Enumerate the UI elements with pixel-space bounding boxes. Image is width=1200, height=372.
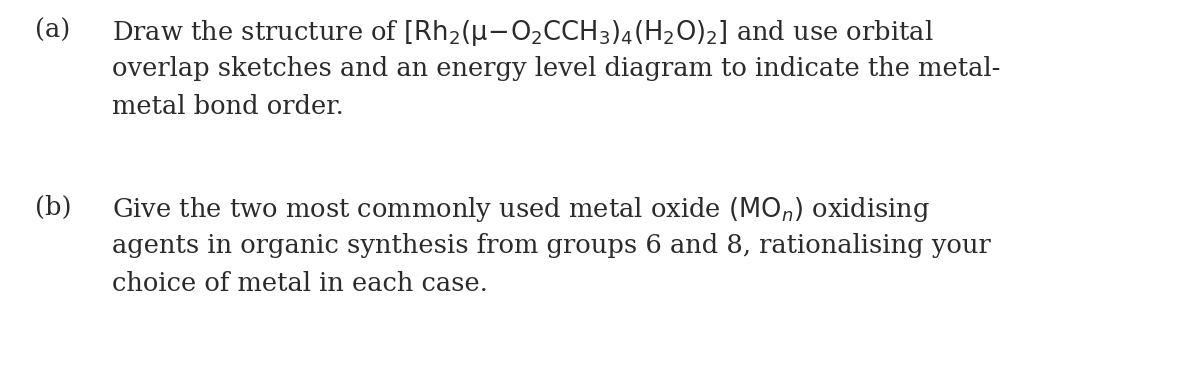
Text: (a): (a) <box>35 18 71 43</box>
Text: choice of metal in each case.: choice of metal in each case. <box>112 271 488 296</box>
Text: (b): (b) <box>35 195 72 220</box>
Text: Draw the structure of $[\mathrm{Rh_2(\mu\!-\!O_2CCH_3)_4(H_2O)_2}]$ and use orbi: Draw the structure of $[\mathrm{Rh_2(\mu… <box>112 18 934 48</box>
Text: overlap sketches and an energy level diagram to indicate the metal-: overlap sketches and an energy level dia… <box>112 56 1001 81</box>
Text: Give the two most commonly used metal oxide $(\mathrm{MO}_n)$ oxidising: Give the two most commonly used metal ox… <box>112 195 930 224</box>
Text: metal bond order.: metal bond order. <box>112 94 343 119</box>
Text: agents in organic synthesis from groups 6 and 8, rationalising your: agents in organic synthesis from groups … <box>112 233 991 258</box>
